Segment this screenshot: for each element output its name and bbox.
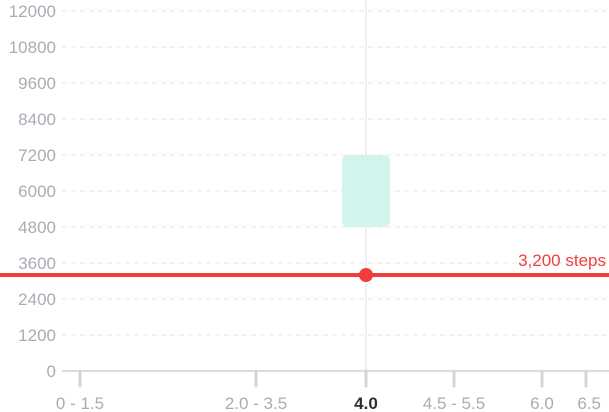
reference-layer: 3,200 steps (0, 251, 609, 277)
y-tick-label: 2400 (18, 290, 56, 309)
y-tick-label: 4800 (18, 218, 56, 237)
y-tick-label: 8400 (18, 110, 56, 129)
x-axis: 0 - 1.5 2.0 - 3.5 4.0 4.5 - 5.5 6.0 6.5 (56, 369, 609, 412)
x-tick-label: 6.5 (577, 394, 601, 412)
y-tick-label: 3600 (18, 254, 56, 273)
gridlines (62, 10, 609, 336)
highlight-layer (359, 268, 373, 282)
y-tick-label: 1200 (18, 326, 56, 345)
y-tick-label: 9600 (18, 74, 56, 93)
y-tick-label: 10800 (9, 38, 56, 57)
y-tick-label: 7200 (18, 146, 56, 165)
range-bars (342, 155, 390, 227)
x-tick-label: 6.0 (530, 394, 554, 412)
y-tick-label: 12000 (9, 2, 56, 21)
x-tick-label: 4.5 - 5.5 (423, 394, 485, 412)
x-tick-label: 0 - 1.5 (56, 394, 104, 412)
highlight-point (359, 268, 373, 282)
y-tick-label: 6000 (18, 182, 56, 201)
x-tick-label-active: 4.0 (354, 394, 378, 412)
range-bar (342, 155, 390, 227)
goal-reference-label: 3,200 steps (518, 251, 606, 270)
y-tick-label: 0 (47, 362, 56, 381)
x-tick-label: 2.0 - 3.5 (225, 394, 287, 412)
y-axis: 0 1200 2400 3600 4800 6000 7200 8400 9600 10800 12… (9, 2, 56, 381)
